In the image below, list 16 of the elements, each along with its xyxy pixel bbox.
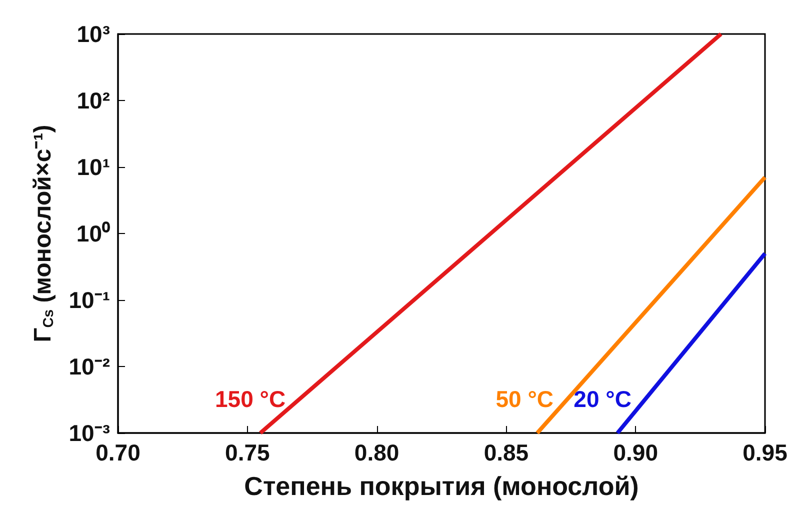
x-tick-label: 0.95 [742,440,788,466]
y-tick-label: 10⁻¹ [68,287,110,313]
series-label: 150 °C [215,386,286,412]
series-label: 20 °C [574,386,632,412]
x-tick-label: 0.90 [613,440,658,466]
x-tick-label: 0.85 [484,440,529,466]
y-tick-label: 10⁰ [76,220,111,246]
x-axis-title: Степень покрытия (монослой) [244,471,639,501]
x-tick-label: 0.75 [225,440,270,466]
y-tick-label: 10¹ [76,154,110,180]
y-tick-label: 10³ [76,21,110,47]
x-tick-label: 0.80 [354,440,400,466]
series-label: 50 °C [496,386,554,412]
y-axis-title: ΓCs (монослой×с⁻¹) [30,124,57,342]
y-tick-label: 10² [76,88,110,114]
y-tick-label: 10⁻² [68,354,110,380]
